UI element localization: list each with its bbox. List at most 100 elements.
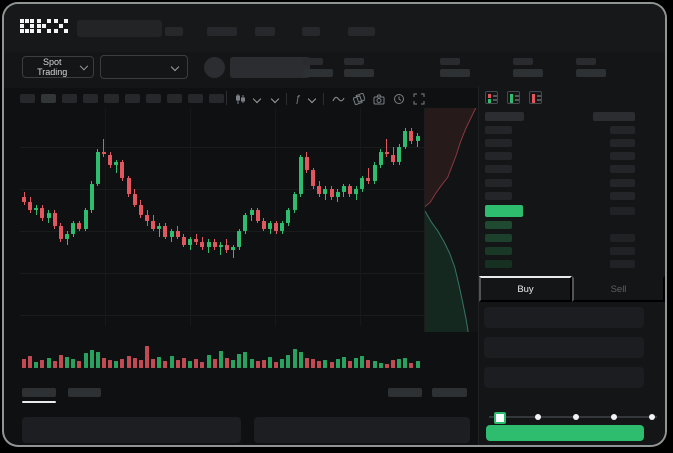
bottom-action-placeholder[interactable]	[388, 388, 422, 397]
stat-value-placeholder	[303, 69, 333, 77]
stat-label-placeholder	[513, 58, 533, 65]
slider-handle[interactable]	[649, 414, 655, 420]
nav-item-placeholder[interactable]	[255, 27, 275, 36]
volume-bar	[323, 360, 328, 368]
book-both-icon[interactable]	[485, 91, 498, 104]
bid-amount-placeholder[interactable]	[610, 234, 635, 242]
trade-tabs: Buy Sell	[479, 276, 665, 302]
ask-amount-placeholder[interactable]	[610, 179, 635, 187]
bottom-tab-history[interactable]	[68, 388, 101, 397]
chevron-down-icon[interactable]	[307, 94, 316, 104]
candle-body	[71, 223, 76, 234]
slider-handle[interactable]	[611, 414, 617, 420]
chevron-down-icon[interactable]	[252, 94, 262, 104]
tab-buy[interactable]: Buy	[479, 276, 572, 302]
volume-bar	[181, 358, 186, 368]
price-input[interactable]	[484, 307, 644, 328]
fullscreen-icon[interactable]	[413, 93, 425, 105]
buy-submit-button[interactable]	[486, 425, 644, 441]
amount-slider[interactable]	[489, 411, 657, 424]
ask-amount-placeholder[interactable]	[610, 165, 635, 173]
timeframe-button[interactable]	[188, 94, 203, 103]
nav-item-placeholder[interactable]	[348, 27, 375, 36]
candle-body	[157, 226, 162, 229]
timeframe-button[interactable]	[209, 94, 224, 103]
timeframe-button[interactable]	[125, 94, 140, 103]
timeframe-button[interactable]	[62, 94, 77, 103]
okx-logo[interactable]	[20, 19, 68, 33]
ask-price-placeholder[interactable]	[485, 192, 512, 200]
ask-price-placeholder[interactable]	[485, 139, 512, 147]
ask-amount-placeholder[interactable]	[610, 126, 635, 134]
camera-icon[interactable]	[373, 94, 385, 105]
bid-price-placeholder[interactable]	[485, 260, 512, 268]
slider-handle[interactable]	[494, 412, 506, 424]
bid-price-placeholder[interactable]	[485, 221, 512, 229]
book-asks-icon[interactable]	[529, 91, 542, 104]
ask-price-placeholder[interactable]	[485, 165, 512, 173]
volume-bar	[114, 361, 119, 368]
ask-price-placeholder[interactable]	[485, 152, 512, 160]
candle-body	[317, 186, 322, 195]
volume-bar	[397, 359, 402, 368]
timeframe-button[interactable]	[146, 94, 161, 103]
timeframe-button[interactable]	[83, 94, 98, 103]
ask-price-placeholder[interactable]	[485, 179, 512, 187]
total-input[interactable]	[484, 367, 644, 388]
candle-body	[22, 196, 26, 203]
market-type-selector[interactable]: Spot Trading	[22, 56, 94, 78]
bottom-action-placeholder[interactable]	[432, 388, 467, 397]
bid-price-placeholder[interactable]	[485, 234, 512, 242]
candle-body	[311, 170, 316, 187]
ask-amount-placeholder[interactable]	[610, 192, 635, 200]
book-bids-icon[interactable]	[507, 91, 520, 104]
timeframe-button[interactable]	[41, 94, 56, 103]
bid-amount-placeholder[interactable]	[610, 247, 635, 255]
candle-body	[120, 162, 125, 179]
bid-price-placeholder[interactable]	[485, 247, 512, 255]
history-icon[interactable]	[393, 93, 405, 105]
gridline-h	[20, 315, 424, 316]
pair-selector-dropdown[interactable]	[100, 55, 188, 79]
slider-handle[interactable]	[573, 414, 579, 420]
volume-bar	[157, 357, 162, 368]
ask-amount-placeholder[interactable]	[610, 139, 635, 147]
bid-amount-placeholder[interactable]	[610, 260, 635, 268]
candle-body	[212, 241, 217, 248]
nav-item-placeholder[interactable]	[207, 27, 237, 36]
tab-sell[interactable]: Sell	[572, 276, 665, 302]
chevron-down-icon[interactable]	[270, 94, 280, 104]
volume-bar	[292, 349, 297, 368]
volume-bar	[188, 361, 193, 368]
volume-bar	[335, 359, 340, 368]
price-chart[interactable]	[20, 107, 478, 372]
volume-bar	[101, 358, 106, 368]
volume-bar	[403, 358, 408, 368]
line-style-icon[interactable]	[332, 94, 345, 104]
layers-icon[interactable]	[352, 93, 365, 105]
candle-type-icon[interactable]	[234, 93, 246, 105]
candle-body	[188, 239, 193, 245]
candle-body	[181, 236, 186, 245]
candle-body	[249, 210, 254, 216]
volume-bar	[71, 359, 76, 368]
timeframe-button[interactable]	[167, 94, 182, 103]
indicator-icon[interactable]: ƒ	[295, 93, 301, 105]
volume-bar	[34, 362, 39, 368]
timeframe-button[interactable]	[104, 94, 119, 103]
timeframe-button[interactable]	[20, 94, 35, 103]
candle-body	[378, 151, 383, 166]
amount-input[interactable]	[484, 337, 644, 358]
nav-item-placeholder[interactable]	[165, 27, 183, 36]
search-bar[interactable]	[77, 20, 162, 37]
ask-price-placeholder[interactable]	[485, 126, 512, 134]
candle-body	[304, 157, 309, 171]
topbar	[4, 4, 665, 52]
nav-item-placeholder[interactable]	[302, 27, 320, 36]
candle-body	[46, 212, 51, 219]
bottom-tab-orders[interactable]	[22, 388, 56, 397]
chevron-down-icon	[80, 61, 89, 71]
ask-amount-placeholder[interactable]	[610, 152, 635, 160]
slider-handle[interactable]	[535, 414, 541, 420]
pair-name-placeholder[interactable]	[230, 57, 310, 78]
